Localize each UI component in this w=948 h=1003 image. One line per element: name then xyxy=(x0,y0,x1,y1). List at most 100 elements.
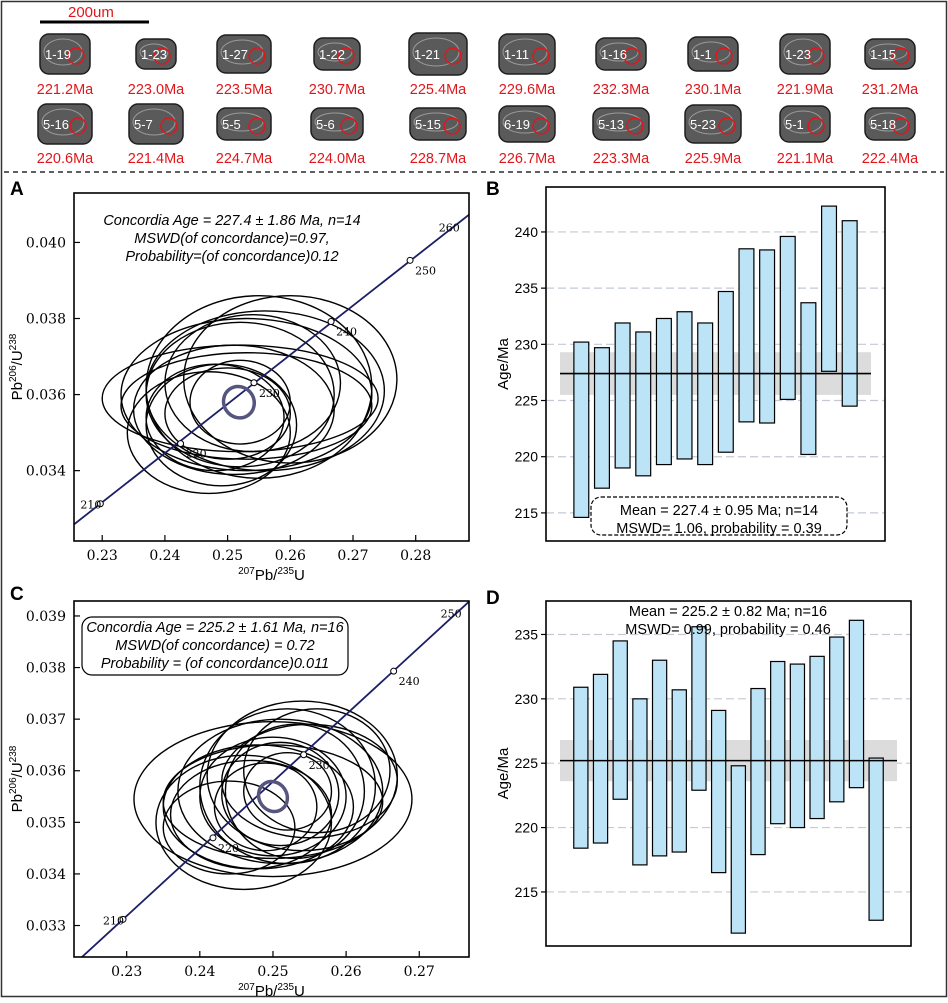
age-error-bar xyxy=(573,686,589,849)
x-axis-label-part: Pb/ xyxy=(255,567,278,584)
error-ellipse xyxy=(243,708,391,834)
zircon-zoning xyxy=(132,108,176,136)
zircon-spot-label: 5-6 xyxy=(316,117,335,132)
concordia-plot-c: 210 220 230 240 250 0.23 0.24 0.25 0.26 0.27 0.033… xyxy=(8,600,470,1000)
zircon-zoning xyxy=(41,108,85,136)
plot-area xyxy=(74,213,469,526)
concordia-age-label: 210 xyxy=(80,499,101,512)
analysis-spot xyxy=(807,47,825,65)
zircon-age-label: 228.7Ma xyxy=(410,151,467,167)
y-axis-label: Age/Ma xyxy=(495,747,512,799)
plot-frame xyxy=(73,192,470,542)
zircon-spot-label: 5-7 xyxy=(134,117,153,132)
concordia-age-label: 240 xyxy=(399,675,420,688)
zircon-age-label: 222.4Ma xyxy=(862,151,919,167)
x-tick-label: 0.27 xyxy=(337,548,368,564)
panel-label-c: C xyxy=(10,584,24,605)
zircon-spot-label: 5-23 xyxy=(690,117,716,132)
zircon-gallery: 1-19 221.2Ma 1-23 223.0Ma 1-27 223.5Ma 1-22 230… xyxy=(37,32,919,167)
age-error-bar xyxy=(710,709,727,874)
zircon-zoning xyxy=(688,109,734,135)
error-ellipse xyxy=(164,314,342,453)
analysis-spot xyxy=(807,117,825,135)
zircon-age-label: 225.4Ma xyxy=(410,82,467,98)
y-tick-label: 230 xyxy=(515,691,539,707)
y-tick-label: 0.036 xyxy=(26,764,66,780)
zircon-zoning xyxy=(783,110,823,134)
concordia-age-ellipse xyxy=(221,384,257,420)
annotation-line: MSWD(of concordance)=0.97, xyxy=(134,231,329,247)
error-ellipse xyxy=(189,359,292,445)
x-tick-label: 0.24 xyxy=(149,548,180,564)
y-tick-label: 240 xyxy=(515,224,539,240)
error-ellipse xyxy=(213,762,318,852)
y-tick-label: 0.038 xyxy=(26,312,66,328)
analysis-spot xyxy=(623,47,641,65)
analysis-spot xyxy=(626,117,644,135)
concordia-age-marker xyxy=(177,440,185,448)
age-error-bar xyxy=(759,249,776,424)
analysis-spot xyxy=(718,117,736,135)
zircon-zoning xyxy=(596,112,642,132)
zircon-age-label: 232.3Ma xyxy=(593,82,650,98)
y-axis-label-part: Pb xyxy=(9,794,26,812)
zircon-zoning xyxy=(783,38,823,66)
zircon-age-label: 224.0Ma xyxy=(309,151,366,167)
age-error-bar xyxy=(770,660,786,825)
zircon-zoning xyxy=(139,43,169,61)
statistics-line: Mean = 227.4 ± 0.95 Ma; n=14 xyxy=(620,503,818,519)
y-tick-label: 0.034 xyxy=(26,464,66,480)
zircon-age-label: 230.1Ma xyxy=(685,82,742,98)
y-tick-label: 215 xyxy=(515,505,539,521)
analysis-spot xyxy=(340,117,358,135)
zircon-zoning xyxy=(220,112,264,132)
age-error-bar xyxy=(593,347,610,489)
y-axis-label: Pb206/U238 xyxy=(8,333,26,400)
concordia-age-marker xyxy=(119,915,127,923)
concordia-age-marker xyxy=(209,834,217,842)
concordia-age-label: 240 xyxy=(336,326,357,339)
age-error-bar xyxy=(730,765,747,934)
error-ellipse xyxy=(101,344,379,453)
y-tick-label: 0.038 xyxy=(26,661,66,677)
zircon-age-label: 221.9Ma xyxy=(777,82,834,98)
concordia-age-ellipse xyxy=(256,779,290,814)
zircon-zoning xyxy=(412,37,460,67)
error-ellipse xyxy=(162,780,296,875)
x-tick-label: 0.28 xyxy=(400,548,431,564)
error-ellipse xyxy=(145,363,285,472)
error-ellipse xyxy=(120,352,373,460)
panel-label-b: B xyxy=(486,179,500,200)
zircon-age-label: 230.7Ma xyxy=(309,82,366,98)
y-axis-label-group: Pb206/U238 xyxy=(8,333,26,400)
concordia-age-marker xyxy=(327,318,335,326)
zircon-age-label: 226.7Ma xyxy=(499,151,556,167)
x-tick-label: 0.25 xyxy=(257,964,288,980)
age-bar-plot-d: 215 220 225 230 235 Age/Ma Mean = 225.2 ± 0.82… xyxy=(495,600,912,947)
y-tick-label: 220 xyxy=(515,449,539,465)
annotation-line: MSWD(of concordance) = 0.72 xyxy=(115,638,314,654)
error-ellipse xyxy=(155,754,333,891)
analysis-spot xyxy=(443,117,461,135)
concordia-age-label: 230 xyxy=(259,387,280,400)
y-axis-label-sup: 238 xyxy=(8,745,19,762)
y-tick-label: 230 xyxy=(515,336,539,352)
age-error-bar xyxy=(655,317,672,466)
analysis-spot xyxy=(532,117,550,135)
zircon-age-label: 224.7Ma xyxy=(216,151,273,167)
zircon-zoning xyxy=(317,42,353,62)
y-tick-label: 0.033 xyxy=(26,919,66,935)
analysis-spot xyxy=(67,47,85,65)
y-tick-label: 220 xyxy=(515,820,539,836)
zircon-zoning xyxy=(691,41,731,63)
age-error-bar xyxy=(809,655,825,820)
concordia-age-marker xyxy=(406,256,414,264)
y-tick-label: 215 xyxy=(515,884,539,900)
annotation-line: Probability = (of concordance)0.011 xyxy=(101,656,329,672)
concordia-age-marker xyxy=(390,667,398,675)
panel-label-a: A xyxy=(10,179,24,200)
age-error-bar xyxy=(868,757,884,921)
y-tick-label: 0.037 xyxy=(26,712,66,728)
panel-label-d: D xyxy=(486,588,500,609)
statistics-box xyxy=(590,496,848,536)
